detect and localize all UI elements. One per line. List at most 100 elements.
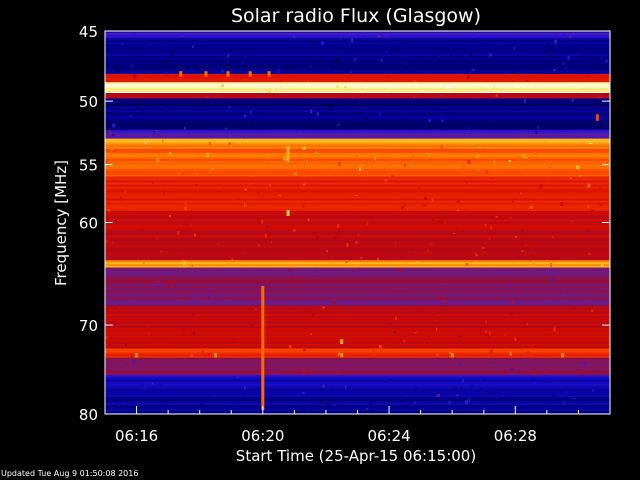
speckle bbox=[133, 74, 137, 79]
band-striation bbox=[105, 88, 610, 91]
speckle bbox=[545, 370, 548, 374]
speckle bbox=[109, 220, 112, 222]
speckle bbox=[183, 298, 185, 302]
speckle bbox=[342, 257, 345, 259]
speckle bbox=[141, 103, 145, 106]
band-striation bbox=[105, 98, 610, 101]
speckle bbox=[340, 371, 343, 375]
speckle bbox=[132, 359, 135, 364]
speckle bbox=[511, 72, 515, 76]
speckle bbox=[391, 174, 395, 178]
speckle bbox=[233, 141, 236, 144]
speckle bbox=[466, 182, 468, 185]
speckle bbox=[140, 226, 143, 229]
band-striation bbox=[105, 356, 610, 358]
speckle bbox=[308, 99, 311, 102]
speckle bbox=[473, 142, 475, 146]
speckle bbox=[288, 268, 291, 272]
speckle bbox=[265, 373, 269, 376]
band-striation bbox=[105, 60, 610, 63]
speckle bbox=[306, 160, 308, 164]
speckle bbox=[329, 106, 332, 110]
speckle bbox=[227, 299, 231, 303]
speckle bbox=[182, 329, 186, 334]
speckle bbox=[217, 243, 219, 245]
speckle bbox=[495, 93, 498, 97]
speckle bbox=[108, 130, 112, 135]
speckle bbox=[239, 141, 241, 145]
band-striation bbox=[105, 137, 610, 139]
band-striation bbox=[105, 148, 610, 151]
speckle bbox=[365, 86, 367, 90]
speckle bbox=[243, 386, 246, 390]
speckle bbox=[525, 157, 528, 159]
speckle bbox=[583, 94, 586, 98]
speckle bbox=[183, 261, 187, 266]
speckle bbox=[190, 354, 193, 358]
speckle bbox=[331, 256, 333, 258]
speckle bbox=[170, 283, 173, 288]
speckle bbox=[435, 218, 439, 220]
speckle bbox=[318, 186, 321, 189]
band-striation bbox=[105, 259, 610, 261]
speckle bbox=[386, 50, 389, 53]
speckle bbox=[311, 301, 313, 306]
speckle bbox=[322, 385, 325, 389]
speckle bbox=[372, 351, 375, 356]
band-striation bbox=[105, 35, 610, 37]
speckle bbox=[521, 250, 524, 253]
speckle bbox=[571, 220, 574, 222]
speckle bbox=[269, 183, 272, 187]
speckle bbox=[523, 99, 526, 104]
band-striation bbox=[105, 215, 610, 218]
speckle bbox=[335, 304, 338, 307]
speckle bbox=[387, 343, 391, 345]
speckle bbox=[436, 327, 438, 331]
band-striation bbox=[105, 95, 610, 98]
speckle bbox=[484, 84, 488, 87]
speckle bbox=[420, 90, 424, 93]
chart-title: Solar radio Flux (Glasgow) bbox=[231, 5, 481, 27]
speckle bbox=[403, 340, 406, 343]
speckle bbox=[565, 66, 568, 70]
y-axis: 45 50 55 60 70 80 bbox=[79, 23, 610, 424]
speckle bbox=[128, 115, 132, 117]
band-striation bbox=[105, 156, 610, 159]
speckle bbox=[585, 64, 587, 68]
speckle bbox=[325, 249, 328, 252]
burst-feature bbox=[261, 285, 265, 410]
speckle bbox=[603, 329, 605, 333]
band-striation bbox=[105, 79, 610, 82]
speckle bbox=[203, 98, 206, 102]
speckle bbox=[397, 47, 400, 51]
band-striation bbox=[105, 106, 610, 109]
speckle bbox=[183, 290, 186, 294]
speckle bbox=[399, 269, 403, 273]
speckle bbox=[526, 323, 529, 325]
speckle bbox=[364, 102, 367, 106]
band-striation bbox=[105, 251, 610, 254]
speckle bbox=[605, 93, 608, 98]
speckle bbox=[523, 132, 526, 136]
band-striation bbox=[105, 281, 610, 284]
speckle bbox=[495, 397, 497, 399]
speckle bbox=[205, 95, 209, 99]
band-striation bbox=[105, 172, 610, 175]
band-striation bbox=[105, 377, 610, 380]
speckle bbox=[312, 41, 316, 45]
speckle bbox=[458, 335, 462, 338]
speckle bbox=[468, 214, 472, 216]
speckle bbox=[107, 340, 111, 344]
band-striation bbox=[105, 321, 610, 324]
burst-feature bbox=[179, 71, 183, 77]
speckle bbox=[589, 142, 593, 144]
speckle bbox=[300, 406, 303, 410]
band-striation bbox=[105, 299, 610, 302]
speckle bbox=[475, 96, 479, 99]
band-striation bbox=[105, 73, 610, 76]
speckle bbox=[447, 314, 450, 317]
speckle bbox=[387, 86, 390, 90]
speckle bbox=[360, 98, 364, 101]
band-striation bbox=[105, 387, 610, 390]
speckle bbox=[395, 242, 397, 245]
